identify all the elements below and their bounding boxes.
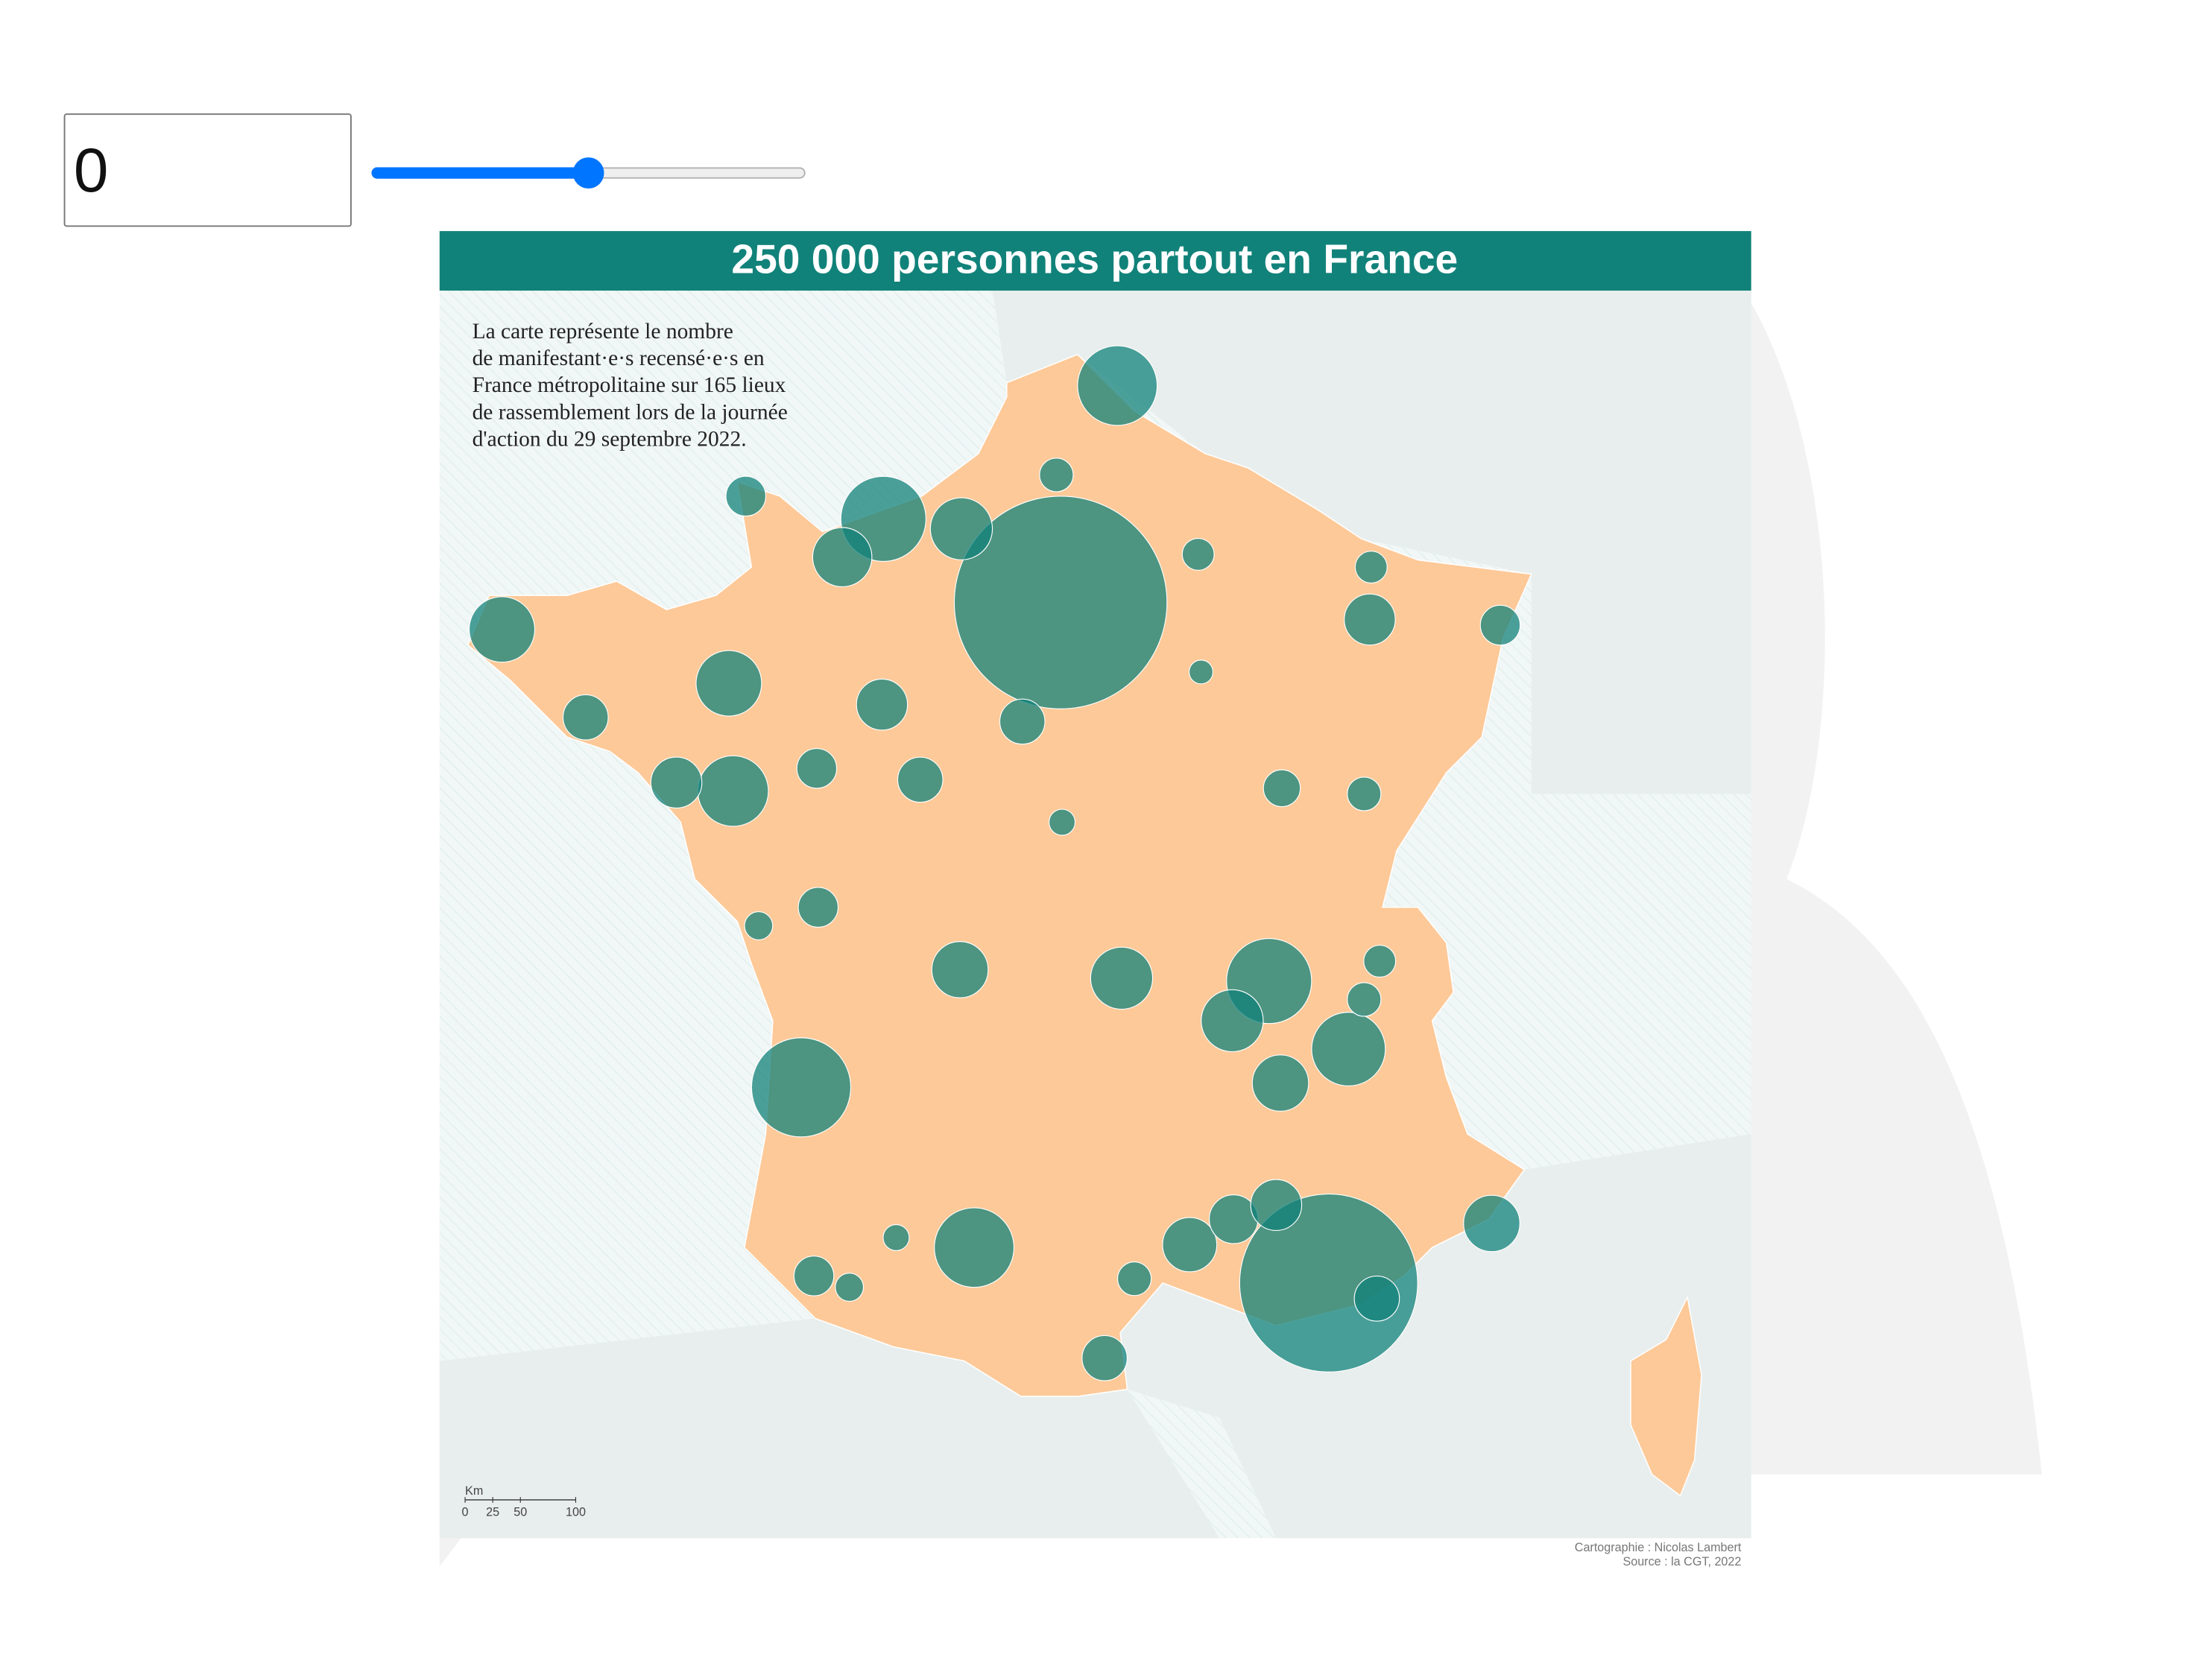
bubble xyxy=(882,1223,910,1252)
bubble xyxy=(1181,537,1215,571)
bubble xyxy=(1353,1275,1400,1322)
scale-ticks: 0 25 50 100 xyxy=(462,1497,586,1519)
bubble xyxy=(1347,776,1382,811)
bubble xyxy=(695,650,762,717)
scale-tick-label: 0 xyxy=(462,1505,469,1519)
bubble xyxy=(1039,458,1074,493)
neighbours xyxy=(439,291,1751,1539)
description-line: La carte représente le nombre xyxy=(473,320,733,343)
scale-tick-label: 50 xyxy=(514,1505,527,1519)
bubble xyxy=(1347,982,1382,1017)
bubble xyxy=(897,756,944,803)
map-title: 250 000 personnes partout en France xyxy=(731,236,1458,282)
bubble xyxy=(1162,1217,1218,1273)
bubble xyxy=(744,911,774,940)
bubble xyxy=(1479,604,1521,646)
bubble xyxy=(1311,1011,1386,1086)
bubble xyxy=(796,747,838,789)
description-line: de rassemblement lors de la journée xyxy=(473,400,788,424)
description-line: de manifestant·e·s recensé·e·s en xyxy=(473,346,765,370)
bubble xyxy=(1090,946,1154,1010)
title-bar xyxy=(439,231,1751,291)
slider[interactable] xyxy=(369,157,809,189)
bubble xyxy=(650,756,703,809)
bubble xyxy=(697,755,769,827)
slider-thumb[interactable] xyxy=(572,157,604,189)
description-line: France métropolitaine sur 165 lieux xyxy=(473,373,786,397)
france xyxy=(467,353,1702,1497)
globe-halo xyxy=(439,291,2042,1567)
bubble xyxy=(1081,1335,1128,1381)
bubble xyxy=(1201,989,1264,1053)
bubble xyxy=(725,475,767,517)
bubble xyxy=(750,1037,852,1138)
bubble xyxy=(1188,659,1214,685)
bubble xyxy=(1250,1179,1303,1231)
slider-fill xyxy=(371,167,589,179)
bubble xyxy=(856,678,908,731)
description-line: d'action du 29 septembre 2022. xyxy=(473,427,747,451)
bubble xyxy=(931,941,989,998)
bubble xyxy=(1077,345,1158,426)
credit-line: Source : la CGT, 2022 xyxy=(1622,1555,1741,1568)
description: La carte représente le nombre de manifest… xyxy=(473,320,788,452)
bubble xyxy=(934,1207,1015,1288)
bubble xyxy=(1116,1261,1152,1297)
scale-tick-label: 100 xyxy=(566,1505,586,1519)
bubble xyxy=(1354,551,1388,584)
bubble xyxy=(797,887,839,928)
scale-unit: Km xyxy=(465,1484,483,1498)
bubble xyxy=(468,596,536,663)
scale-tick-label: 25 xyxy=(486,1505,499,1519)
bubble xyxy=(1263,769,1301,808)
bubble xyxy=(812,527,873,588)
credit-line: Cartographie : Nicolas Lambert xyxy=(1575,1541,1742,1554)
bubble xyxy=(1344,593,1396,646)
bubble xyxy=(929,497,993,560)
bubble xyxy=(1049,808,1076,836)
bubble xyxy=(1463,1194,1520,1253)
number-input[interactable]: 0 xyxy=(63,113,352,227)
bubbles xyxy=(468,345,1521,1381)
bubble xyxy=(953,496,1168,709)
bubble xyxy=(999,698,1046,745)
bubble xyxy=(562,694,609,741)
bubble xyxy=(793,1256,835,1297)
bubble xyxy=(1239,1193,1418,1373)
bubble xyxy=(1363,944,1397,978)
bubble xyxy=(835,1273,865,1302)
bubble xyxy=(1251,1054,1309,1112)
